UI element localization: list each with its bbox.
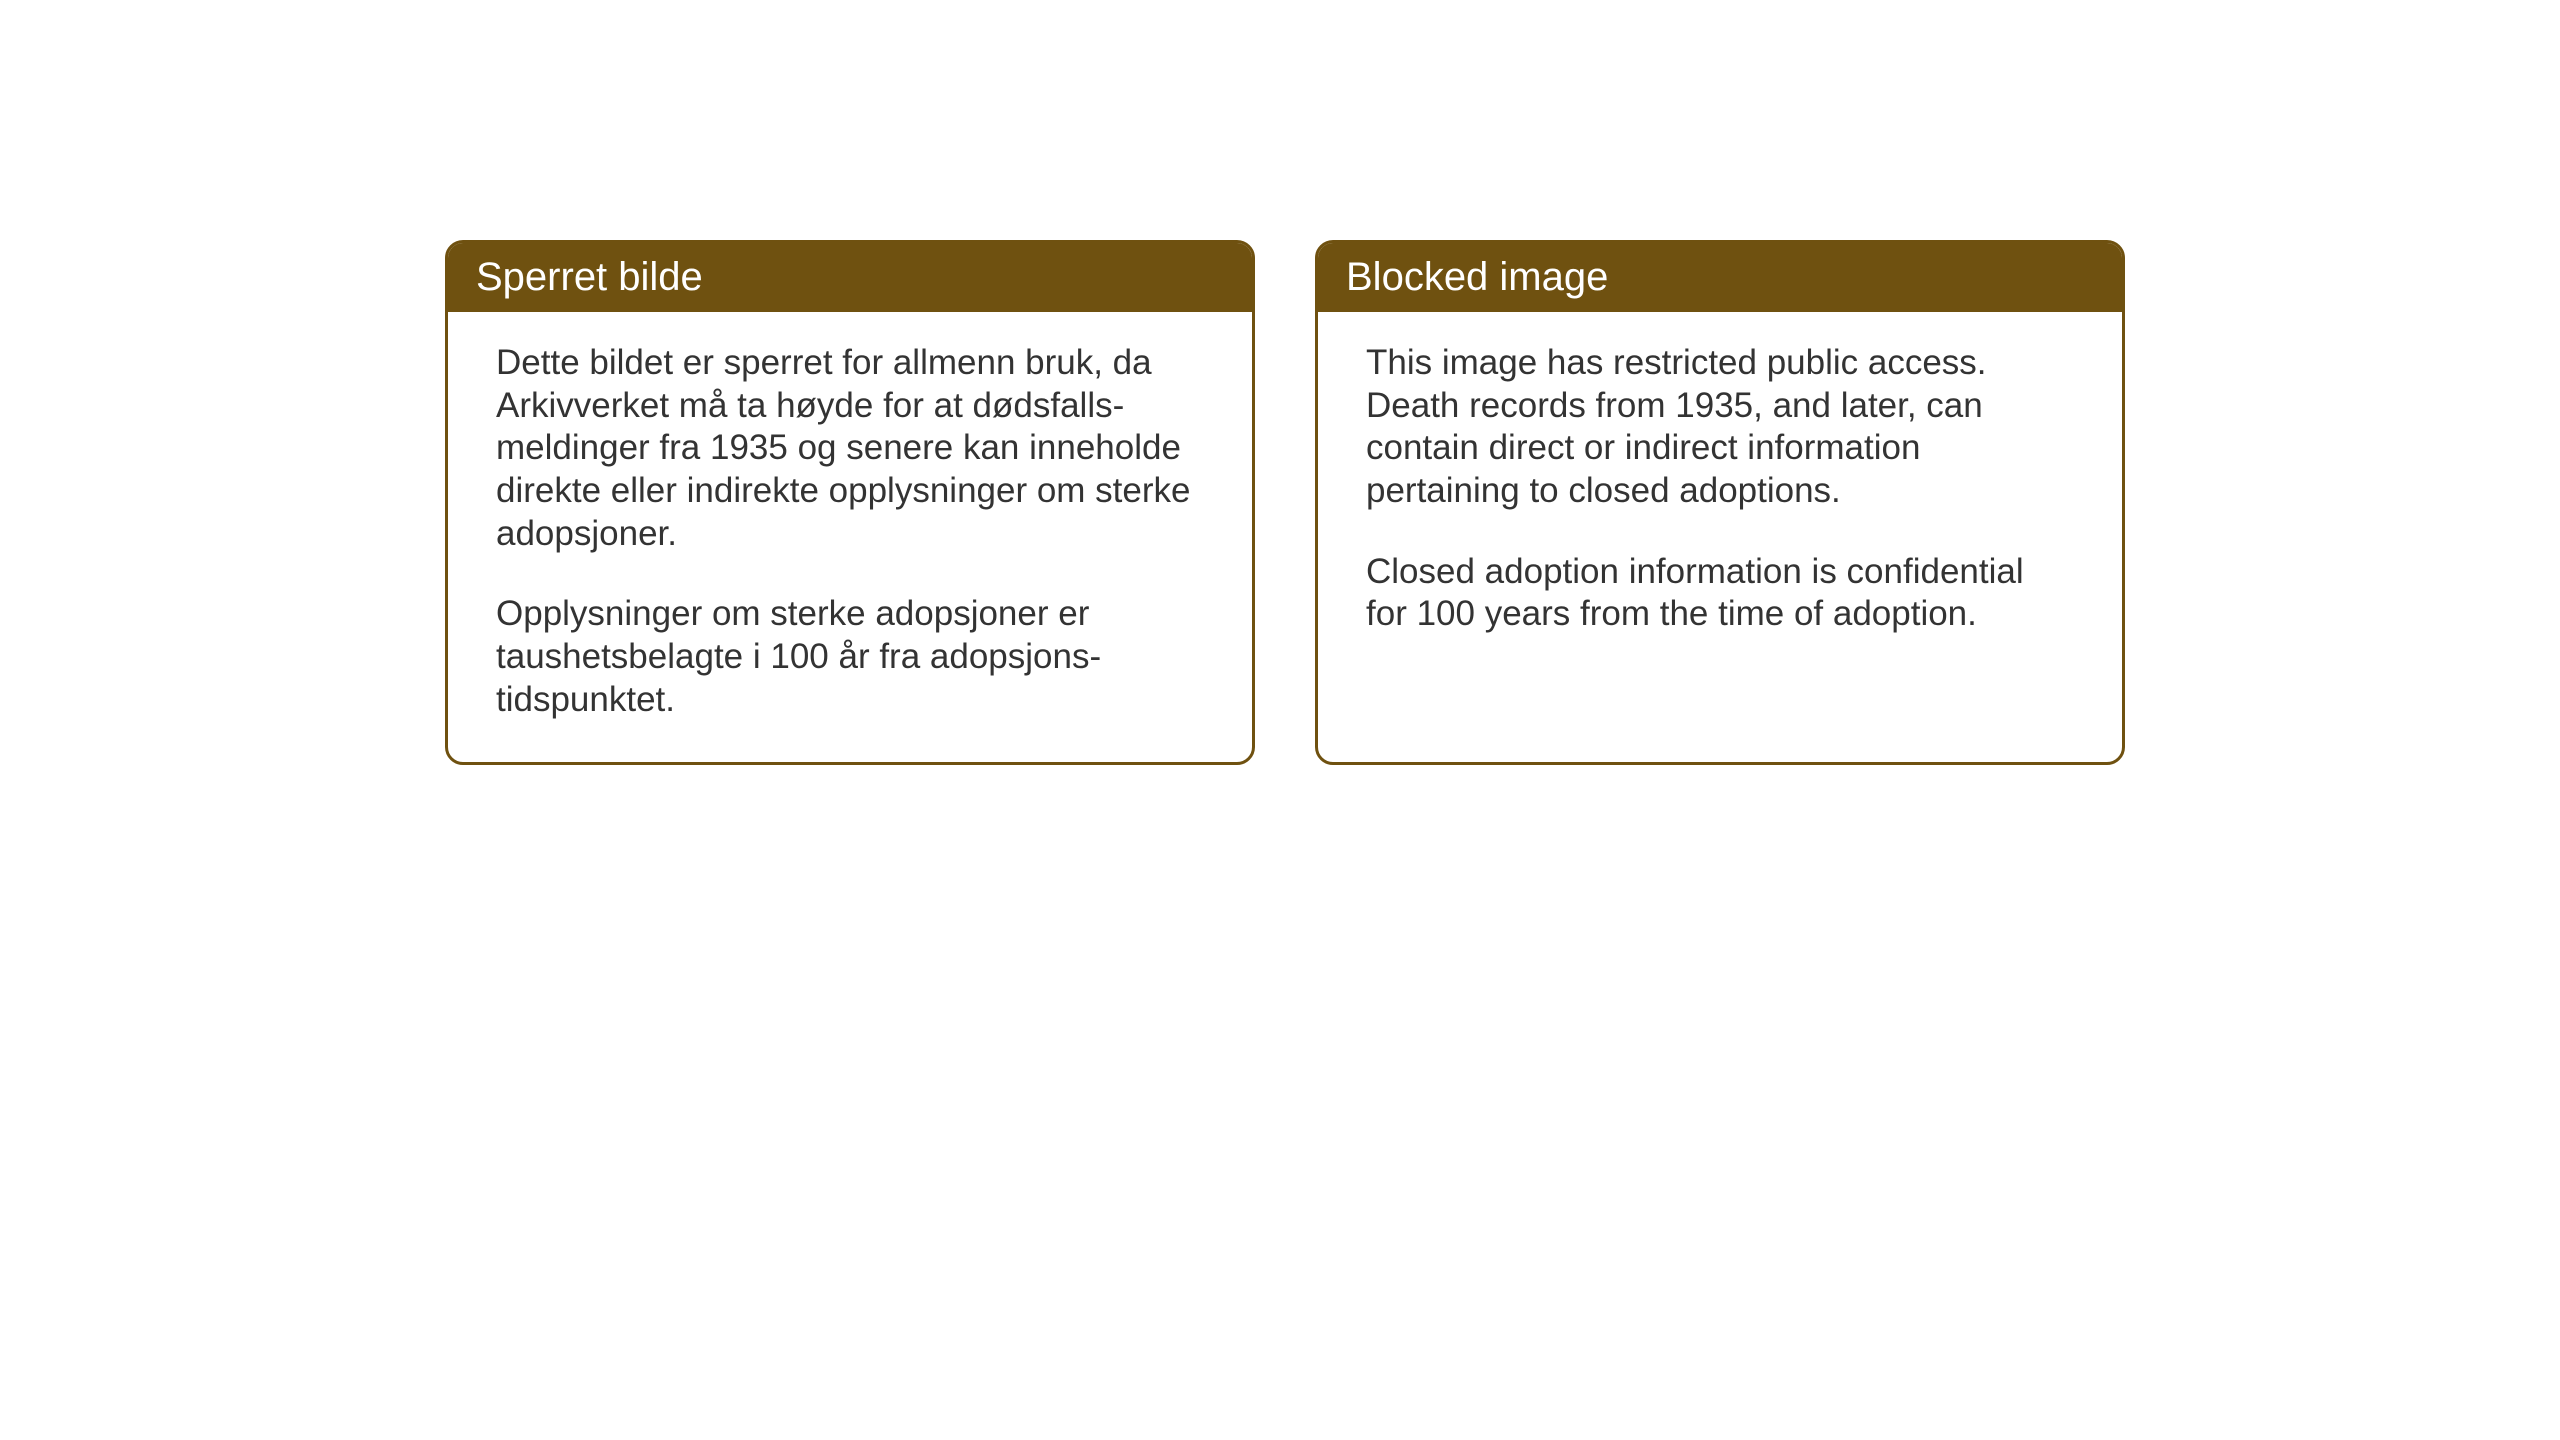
- notice-body-norwegian: Dette bildet er sperret for allmenn bruk…: [448, 312, 1252, 762]
- notice-card-english: Blocked image This image has restricted …: [1315, 240, 2125, 765]
- notice-header-norwegian: Sperret bilde: [448, 243, 1252, 312]
- notice-card-norwegian: Sperret bilde Dette bildet er sperret fo…: [445, 240, 1255, 765]
- notice-header-english: Blocked image: [1318, 243, 2122, 312]
- notice-paragraph-2-norwegian: Opplysninger om sterke adopsjoner er tau…: [496, 593, 1204, 721]
- notice-title-english: Blocked image: [1346, 255, 1608, 299]
- notice-paragraph-2-english: Closed adoption information is confident…: [1366, 551, 2074, 636]
- notice-body-english: This image has restricted public access.…: [1318, 312, 2122, 676]
- notice-container: Sperret bilde Dette bildet er sperret fo…: [445, 240, 2125, 765]
- notice-title-norwegian: Sperret bilde: [476, 255, 703, 299]
- notice-paragraph-1-english: This image has restricted public access.…: [1366, 342, 2074, 513]
- notice-paragraph-1-norwegian: Dette bildet er sperret for allmenn bruk…: [496, 342, 1204, 555]
